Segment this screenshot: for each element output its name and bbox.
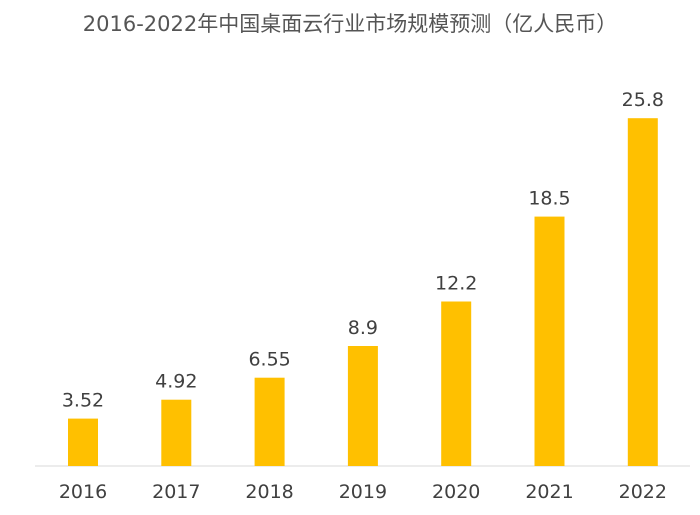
data-label-2022: 25.8 xyxy=(622,89,664,111)
data-label-2021: 18.5 xyxy=(528,188,570,210)
x-tick-label-2017: 2017 xyxy=(152,481,200,503)
chart-title: 2016-2022年中国桌面云行业市场规模预测（亿人民币） xyxy=(82,12,618,36)
bar-2022 xyxy=(627,118,658,466)
bar-2019 xyxy=(347,346,378,466)
data-label-2016: 3.52 xyxy=(62,390,104,412)
bar-2018 xyxy=(254,377,285,466)
x-tick-label-2022: 2022 xyxy=(619,481,667,503)
bar-2016 xyxy=(68,418,98,466)
data-label-2020: 12.2 xyxy=(435,273,477,295)
x-tick-label-2018: 2018 xyxy=(245,481,293,503)
x-tick-label-2016: 2016 xyxy=(59,481,107,503)
bar-2017 xyxy=(161,399,192,466)
data-label-2018: 6.55 xyxy=(248,349,290,371)
x-tick-label-2020: 2020 xyxy=(432,481,480,503)
data-label-2019: 8.9 xyxy=(348,317,378,339)
x-tick-label-2021: 2021 xyxy=(525,481,573,503)
bar-2021 xyxy=(534,216,565,466)
bar-2020 xyxy=(441,301,472,466)
data-label-2017: 4.92 xyxy=(155,371,197,393)
x-tick-label-2019: 2019 xyxy=(339,481,387,503)
